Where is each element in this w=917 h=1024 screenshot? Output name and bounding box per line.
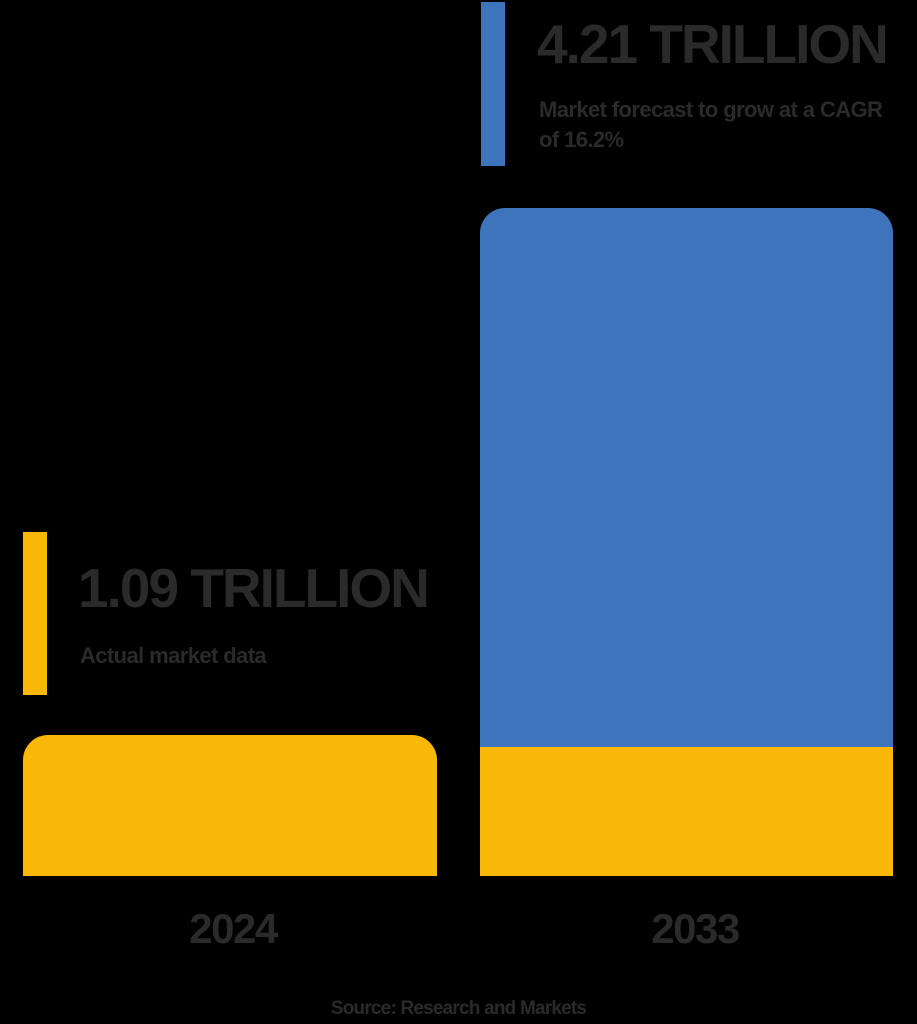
bar-2033: [480, 208, 893, 876]
bar-2033-forecast-segment: [480, 208, 893, 747]
forecast-value-label: 4.21 TRILLION: [537, 13, 889, 75]
bar-2033-actual-segment: [480, 747, 893, 876]
actual-value-label: 1.09 TRILLION: [78, 557, 430, 619]
x-axis-label-2024: 2024: [189, 905, 278, 952]
forecast-description: Market forecast to grow at a CAGR of 16.…: [539, 97, 883, 152]
x-axis-label-2033: 2033: [651, 905, 740, 952]
actual-description: Actual market data: [80, 643, 267, 668]
bar-2024: [23, 735, 437, 876]
forecast-accent-bar: [481, 2, 505, 166]
actual-accent-bar: [23, 532, 47, 695]
source-note: Source: Research and Markets: [330, 998, 587, 1019]
